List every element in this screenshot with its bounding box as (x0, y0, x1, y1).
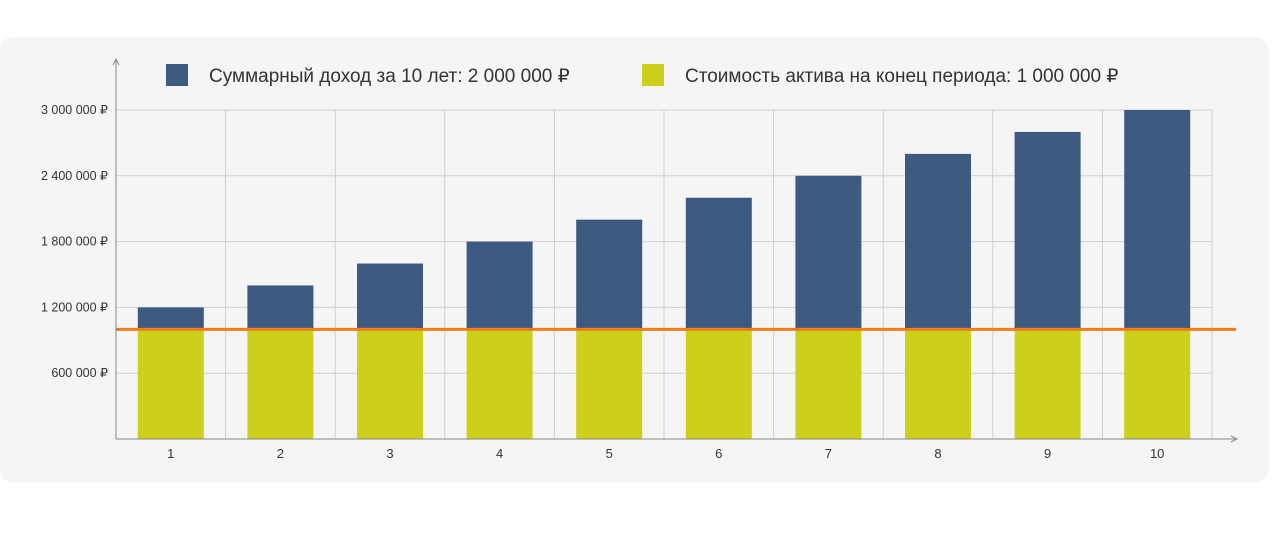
x-axis-arrow (1230, 435, 1239, 443)
legend-item-asset-value-swatch (642, 64, 664, 86)
bar-income (1014, 131, 1081, 330)
bar-asset-value (1014, 329, 1081, 439)
x-tick-label: 6 (715, 446, 722, 461)
y-tick-label: 1 200 000 ₽ (41, 300, 108, 314)
y-tick-label: 3 000 000 ₽ (41, 103, 108, 117)
x-tick-label: 10 (1150, 446, 1164, 461)
bar-asset-value (247, 329, 314, 439)
bar-income (466, 241, 533, 330)
x-tick-label: 3 (386, 446, 393, 461)
bar-income (357, 263, 423, 330)
y-tick-labels: 600 000 ₽ 1 200 000 ₽ 1 800 000 ₽ 2 400 000… (41, 103, 108, 380)
y-axis-arrow (112, 57, 120, 66)
bars (137, 110, 1191, 439)
legend-item-income-swatch (166, 64, 188, 86)
y-tick-label: 2 400 000 ₽ (41, 169, 108, 183)
x-tick-label: 4 (496, 446, 503, 461)
legend-item-income-label: Суммарный доход за 10 лет: 2 000 000 ₽ (209, 66, 570, 87)
bar-income (685, 197, 752, 330)
bar-asset-value (1124, 329, 1191, 439)
grid-lines (116, 109, 1213, 439)
bar-asset-value (137, 329, 204, 439)
bar-asset-value (576, 329, 643, 439)
bar-asset-value (685, 329, 752, 439)
x-tick-label: 2 (277, 446, 284, 461)
bar-income (905, 153, 971, 330)
bar-income (1124, 110, 1191, 330)
legend-item-asset-value-label: Стоимость актива на конец периода: 1 000… (685, 66, 1118, 87)
x-tick-label: 5 (606, 446, 613, 461)
bar-asset-value (905, 329, 971, 439)
bar-asset-value (795, 329, 862, 439)
legend: Суммарный доход за 10 лет: 2 000 000 ₽ Ст… (166, 64, 1118, 87)
bar-asset-value (466, 329, 533, 439)
x-tick-label: 8 (934, 446, 941, 461)
bar-income (137, 307, 204, 330)
x-tick-label: 1 (167, 446, 174, 461)
bar-income (795, 175, 862, 330)
y-tick-label: 600 000 ₽ (51, 366, 108, 380)
y-tick-label: 1 800 000 ₽ (41, 235, 108, 249)
x-tick-labels: 1 2 3 4 5 6 7 8 9 10 (167, 446, 1164, 461)
bar-income (576, 219, 643, 330)
axes (112, 57, 1239, 443)
x-tick-label: 9 (1044, 446, 1051, 461)
bar-asset-value (357, 329, 423, 439)
x-tick-label: 7 (825, 446, 832, 461)
bar-income (247, 285, 314, 330)
